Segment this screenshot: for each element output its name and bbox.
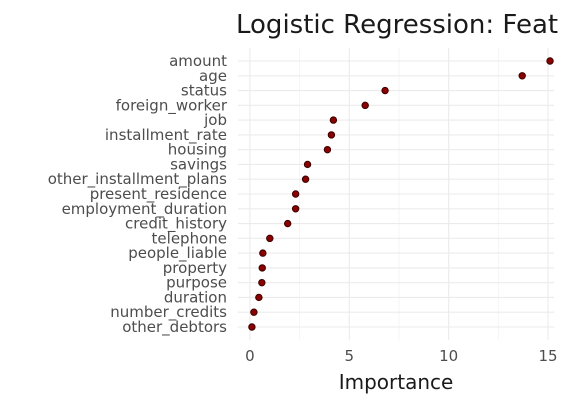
data-point xyxy=(284,220,290,226)
data-point xyxy=(362,102,368,108)
x-tick-label: 0 xyxy=(245,347,255,365)
data-point xyxy=(249,324,255,330)
data-point xyxy=(304,161,310,167)
data-point xyxy=(330,117,336,123)
grid-layer xyxy=(238,48,554,340)
chart-title: Logistic Regression: Feat xyxy=(236,10,558,40)
data-point xyxy=(259,265,265,271)
data-point xyxy=(324,146,330,152)
data-point xyxy=(256,294,262,300)
data-point xyxy=(251,309,257,315)
x-tick-label: 10 xyxy=(439,347,458,365)
data-point xyxy=(292,191,298,197)
x-axis-label: Importance xyxy=(339,370,454,394)
y-tick-labels: amountagestatusforeign_workerjobinstallm… xyxy=(48,52,228,337)
data-point xyxy=(382,87,388,93)
data-point xyxy=(259,279,265,285)
data-point xyxy=(302,176,308,182)
data-point xyxy=(267,235,273,241)
data-point xyxy=(328,132,334,138)
data-point xyxy=(260,250,266,256)
x-tick-label: 5 xyxy=(345,347,355,365)
data-point xyxy=(547,58,553,64)
data-point xyxy=(519,73,525,79)
data-point xyxy=(292,206,298,212)
x-tick-labels: 0 5 10 15 xyxy=(245,347,557,365)
y-tick-label: other_debtors xyxy=(122,318,227,337)
x-tick-label: 15 xyxy=(538,347,557,365)
